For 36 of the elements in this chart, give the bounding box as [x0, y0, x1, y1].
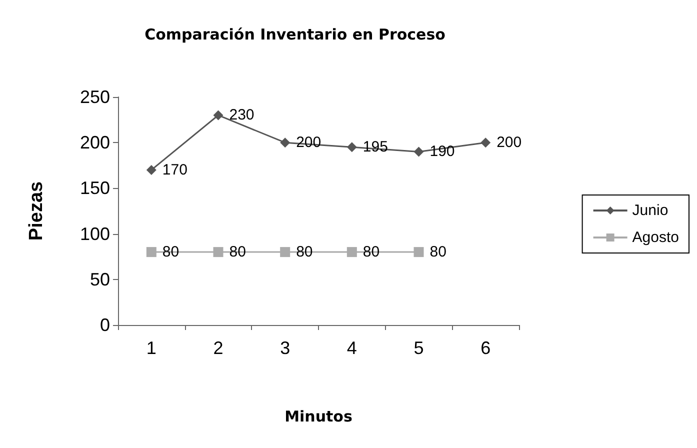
x-tick-label: 3 [280, 338, 290, 358]
x-tick-label: 2 [213, 338, 224, 358]
legend-label: Agosto [632, 229, 680, 246]
y-tick-label: 250 [80, 87, 110, 107]
point [480, 138, 491, 148]
point [280, 138, 290, 148]
y-axis-title: Piezas [26, 181, 47, 241]
point [280, 247, 290, 258]
data-label: 80 [296, 244, 313, 261]
data-label: 80 [430, 244, 446, 261]
point [414, 146, 424, 157]
point [146, 164, 156, 175]
point [146, 247, 156, 258]
point [213, 247, 224, 258]
data-label: 80 [162, 244, 180, 261]
x-tick-label: 4 [346, 338, 357, 358]
data-label: 170 [162, 161, 188, 178]
data-label: 80 [229, 244, 246, 261]
data-label: 80 [362, 244, 380, 261]
y-tick-label: 50 [90, 269, 110, 290]
point [346, 247, 357, 258]
legend-label: Junio [632, 202, 668, 219]
data-label: 230 [229, 106, 254, 124]
point [346, 142, 357, 152]
point [213, 110, 224, 120]
data-label: 200 [496, 134, 522, 152]
x-tick-label: 5 [414, 338, 424, 358]
chart-title: Comparación Inventario en Proceso [144, 26, 446, 44]
y-tick-label: 100 [80, 224, 110, 244]
y-tick-label: 200 [80, 132, 110, 153]
point [414, 247, 424, 258]
x-tick-label: 6 [480, 338, 491, 358]
y-tick-label: 0 [100, 315, 110, 335]
x-axis-title: Minutos [284, 408, 352, 426]
x-tick-label: 1 [146, 338, 156, 358]
y-tick-label: 150 [80, 178, 110, 198]
